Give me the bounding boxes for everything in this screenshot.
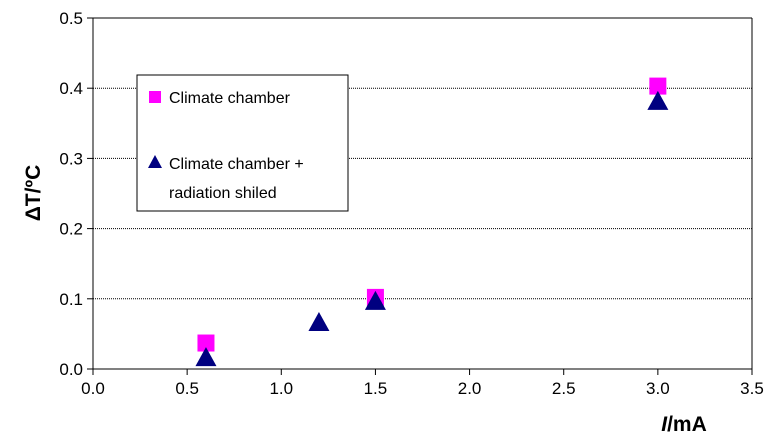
point-series2-1	[195, 347, 217, 367]
x-axis-label: I/mA	[661, 413, 707, 436]
y-tick-label-3: 0.3	[59, 149, 83, 168]
y-axis-label: ΔT/ºC	[22, 165, 45, 222]
data-points	[195, 77, 669, 367]
legend-marker-series1	[149, 91, 161, 103]
legend-label-series2-line1: Climate chamber +	[169, 156, 304, 173]
tick-labels: 0.0 0.1 0.2 0.3 0.4 0.5 0.0 0.5 1.0 1.5 2.0 2.5 3.0 3…	[59, 9, 763, 398]
point-series1-3	[649, 77, 667, 95]
y-tick-label-4: 0.4	[59, 79, 83, 98]
y-tick-label-0: 0.0	[59, 360, 83, 379]
axes	[87, 17, 753, 375]
x-tick-label-4: 2.0	[458, 379, 482, 398]
x-tick-label-5: 2.5	[552, 379, 576, 398]
legend-marker-series2	[148, 155, 162, 168]
x-tick-label-6: 3.0	[646, 379, 670, 398]
x-tick-label-7: 3.5	[740, 379, 764, 398]
x-tick-label-1: 0.5	[175, 379, 199, 398]
x-tick-label-0: 0.0	[81, 379, 105, 398]
x-axis-label-italic: I	[661, 413, 668, 436]
y-tick-label-1: 0.1	[59, 290, 83, 309]
point-series2-3	[364, 290, 386, 310]
legend: Climate chamber Climate chamber + radiatio…	[136, 74, 349, 212]
x-tick-label-2: 1.0	[269, 379, 293, 398]
legend-box	[136, 74, 349, 212]
axis-labels: I/mA ΔT/ºC	[22, 165, 707, 436]
legend-label-series1-line1: Climate chamber	[169, 90, 291, 107]
point-series1-1	[197, 334, 215, 352]
y-tick-label-2: 0.2	[59, 220, 83, 239]
point-series2-4	[647, 90, 669, 110]
y-tick-label-5: 0.5	[59, 9, 83, 28]
legend-label-series2-line2: radiation shiled	[169, 185, 277, 202]
x-axis-label-unit: /mA	[667, 413, 707, 436]
x-tick-label-3: 1.5	[364, 379, 388, 398]
point-series2-2	[308, 311, 330, 331]
